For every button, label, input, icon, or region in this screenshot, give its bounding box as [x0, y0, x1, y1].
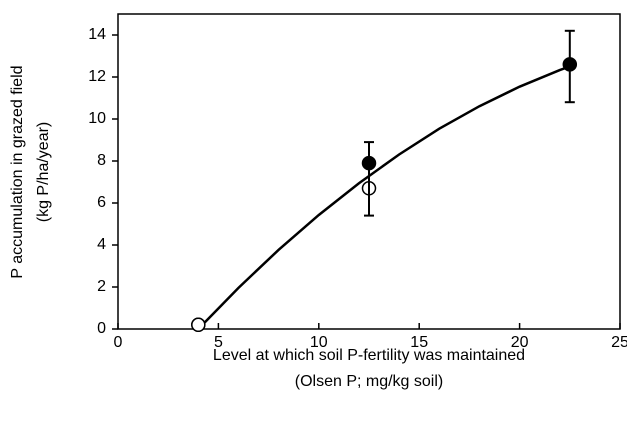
- x-tick-label: 20: [511, 334, 529, 351]
- x-axis-label: (Olsen P; mg/kg soil): [295, 373, 443, 390]
- y-tick-label: 8: [97, 152, 106, 169]
- x-tick-label: 5: [214, 334, 223, 351]
- y-tick-label: 14: [88, 26, 106, 43]
- y-tick-label: 6: [97, 194, 106, 211]
- x-tick-label: 0: [114, 334, 123, 351]
- x-tick-label: 10: [310, 334, 328, 351]
- y-axis-label: P accumulation in grazed field: [9, 65, 26, 278]
- y-axis-label: (kg P/ha/year): [35, 122, 52, 222]
- x-axis-label: Level at which soil P-fertility was main…: [213, 347, 525, 364]
- plot-frame: [117, 13, 621, 330]
- y-tick-label: 0: [97, 320, 106, 337]
- y-tick-label: 10: [88, 110, 106, 127]
- fit-line: [197, 65, 571, 330]
- y-tick-label: 4: [97, 236, 106, 253]
- x-tick-label: 25: [611, 334, 627, 351]
- x-tick-label: 15: [410, 334, 428, 351]
- data-point: [191, 317, 206, 333]
- y-tick-label: 12: [88, 68, 106, 85]
- y-tick-label: 2: [97, 278, 106, 295]
